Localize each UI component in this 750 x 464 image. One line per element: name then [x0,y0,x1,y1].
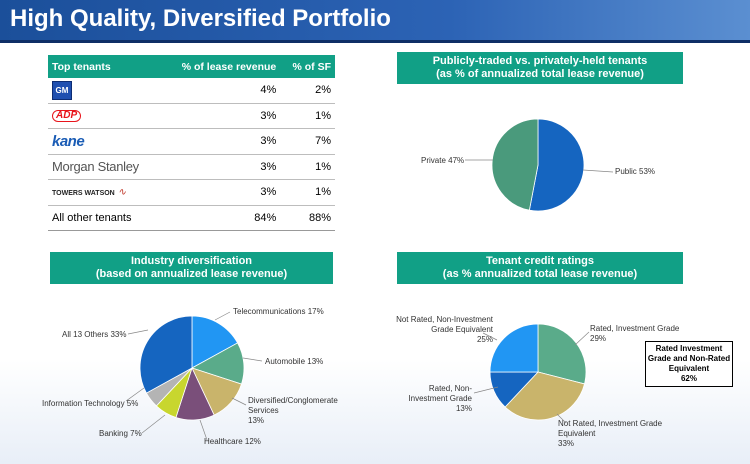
sf-cell: 2% [280,78,335,104]
sf-cell: 7% [280,128,335,155]
morgan-stanley-logo: Morgan Stanley [52,159,139,175]
tenant-cell: Morgan Stanley [48,154,160,180]
lease-cell: 84% [159,205,281,231]
slice-label-banking: Banking 7% [99,429,142,438]
credit-ratings-header: Tenant credit ratings (as % annualized to… [397,252,683,284]
tenant-cell: TOWERS WATSON ∿ [48,179,160,206]
leader-line [242,357,263,362]
industry-header: Industry diversification (based on annual… [50,252,333,284]
page-title: High Quality, Diversified Portfolio [10,5,391,32]
slice-label-rated-ig: Rated, Investment Grade 29% [590,324,680,343]
sf-cell: 88% [280,205,335,231]
leader-line [199,419,208,441]
leader-line [574,331,590,346]
tenant-cell: GM [48,78,160,104]
lease-cell: 4% [159,78,281,104]
slice-label-diversified: Diversified/Conglomerate Services 13% [248,396,338,425]
table-row: kane 3% 7% [48,128,335,155]
tenant-cell: All other tenants [48,205,160,231]
leader-line [473,386,499,394]
table-header-row: Top tenants % of lease revenue % of SF [48,55,335,78]
leader-line [125,387,145,402]
tenant-cell: ADP [48,103,160,129]
slice-label-public: Public 53% [615,167,656,176]
slice-label-private: Private 47% [421,156,465,165]
slice-label-not-rated-ig-equivalent: Not Rated, Investment Grade Equivalent 3… [558,419,663,448]
table-row: TOWERS WATSON ∿ 3% 1% [48,179,335,206]
slice-label-all-others: All 13 Others 33% [62,330,127,339]
table-row: All other tenants 84% 88% [48,205,335,231]
towers-watson-logo: TOWERS WATSON ∿ [52,186,127,198]
lease-cell: 3% [159,103,281,129]
lease-cell: 3% [159,154,281,180]
leader-line [141,414,166,434]
pie-slice-public [528,118,585,212]
slice-label-healthcare: Healthcare 12% [204,437,261,446]
slice-label-information-technology: Information Technology 5% [42,399,139,408]
slice-label-rated-non-ig: Rated, Non- Investment Grade 13% [408,384,472,413]
leader-line [214,311,231,321]
top-tenants-table: Top tenants % of lease revenue % of SF G… [48,55,335,231]
title-bar: High Quality, Diversified Portfolio [0,0,750,43]
table-row: GM 4% 2% [48,78,335,104]
table-row: ADP 3% 1% [48,103,335,129]
investment-grade-callout: Rated Investment Grade and Non-Rated Equ… [645,341,733,387]
leader-line [231,397,247,406]
leader-line [556,413,567,424]
table-row: Morgan Stanley 3% 1% [48,154,335,180]
pie-slice-not-rated-investment-grade-equivalent [504,371,585,421]
gm-logo: GM [52,80,72,100]
kane-logo: kane [52,132,85,150]
pie-slice-private [491,118,539,211]
pie-slice-not-rated-non-investment-grade-equivalent [489,323,539,373]
header-top-tenants: Top tenants [48,55,160,78]
pie-slice-telecommunications [191,315,239,369]
pie-slice-rated-investment-grade [537,323,587,385]
adp-logo: ADP [52,109,82,122]
pie-slice-all-13-others [139,315,193,394]
sf-cell: 1% [280,103,335,129]
leader-line [127,329,149,335]
lease-cell: 3% [159,128,281,155]
header-sf: % of SF [280,55,335,78]
slice-label-not-rated-non-ig: Not Rated, Non-Investment Grade Equivale… [396,315,493,344]
leader-line [482,332,498,341]
lease-cell: 3% [159,179,281,206]
header-lease-revenue: % of lease revenue [159,55,281,78]
sf-cell: 1% [280,179,335,206]
tenant-cell: kane [48,128,160,155]
slice-label-automobile: Automobile 13% [265,357,324,366]
background-gradient [0,360,750,464]
sf-cell: 1% [280,154,335,180]
public-private-header: Publicly-traded vs. privately-held tenan… [397,52,683,84]
leader-line [582,169,614,173]
slice-label-telecommunications: Telecommunications 17% [233,307,324,316]
